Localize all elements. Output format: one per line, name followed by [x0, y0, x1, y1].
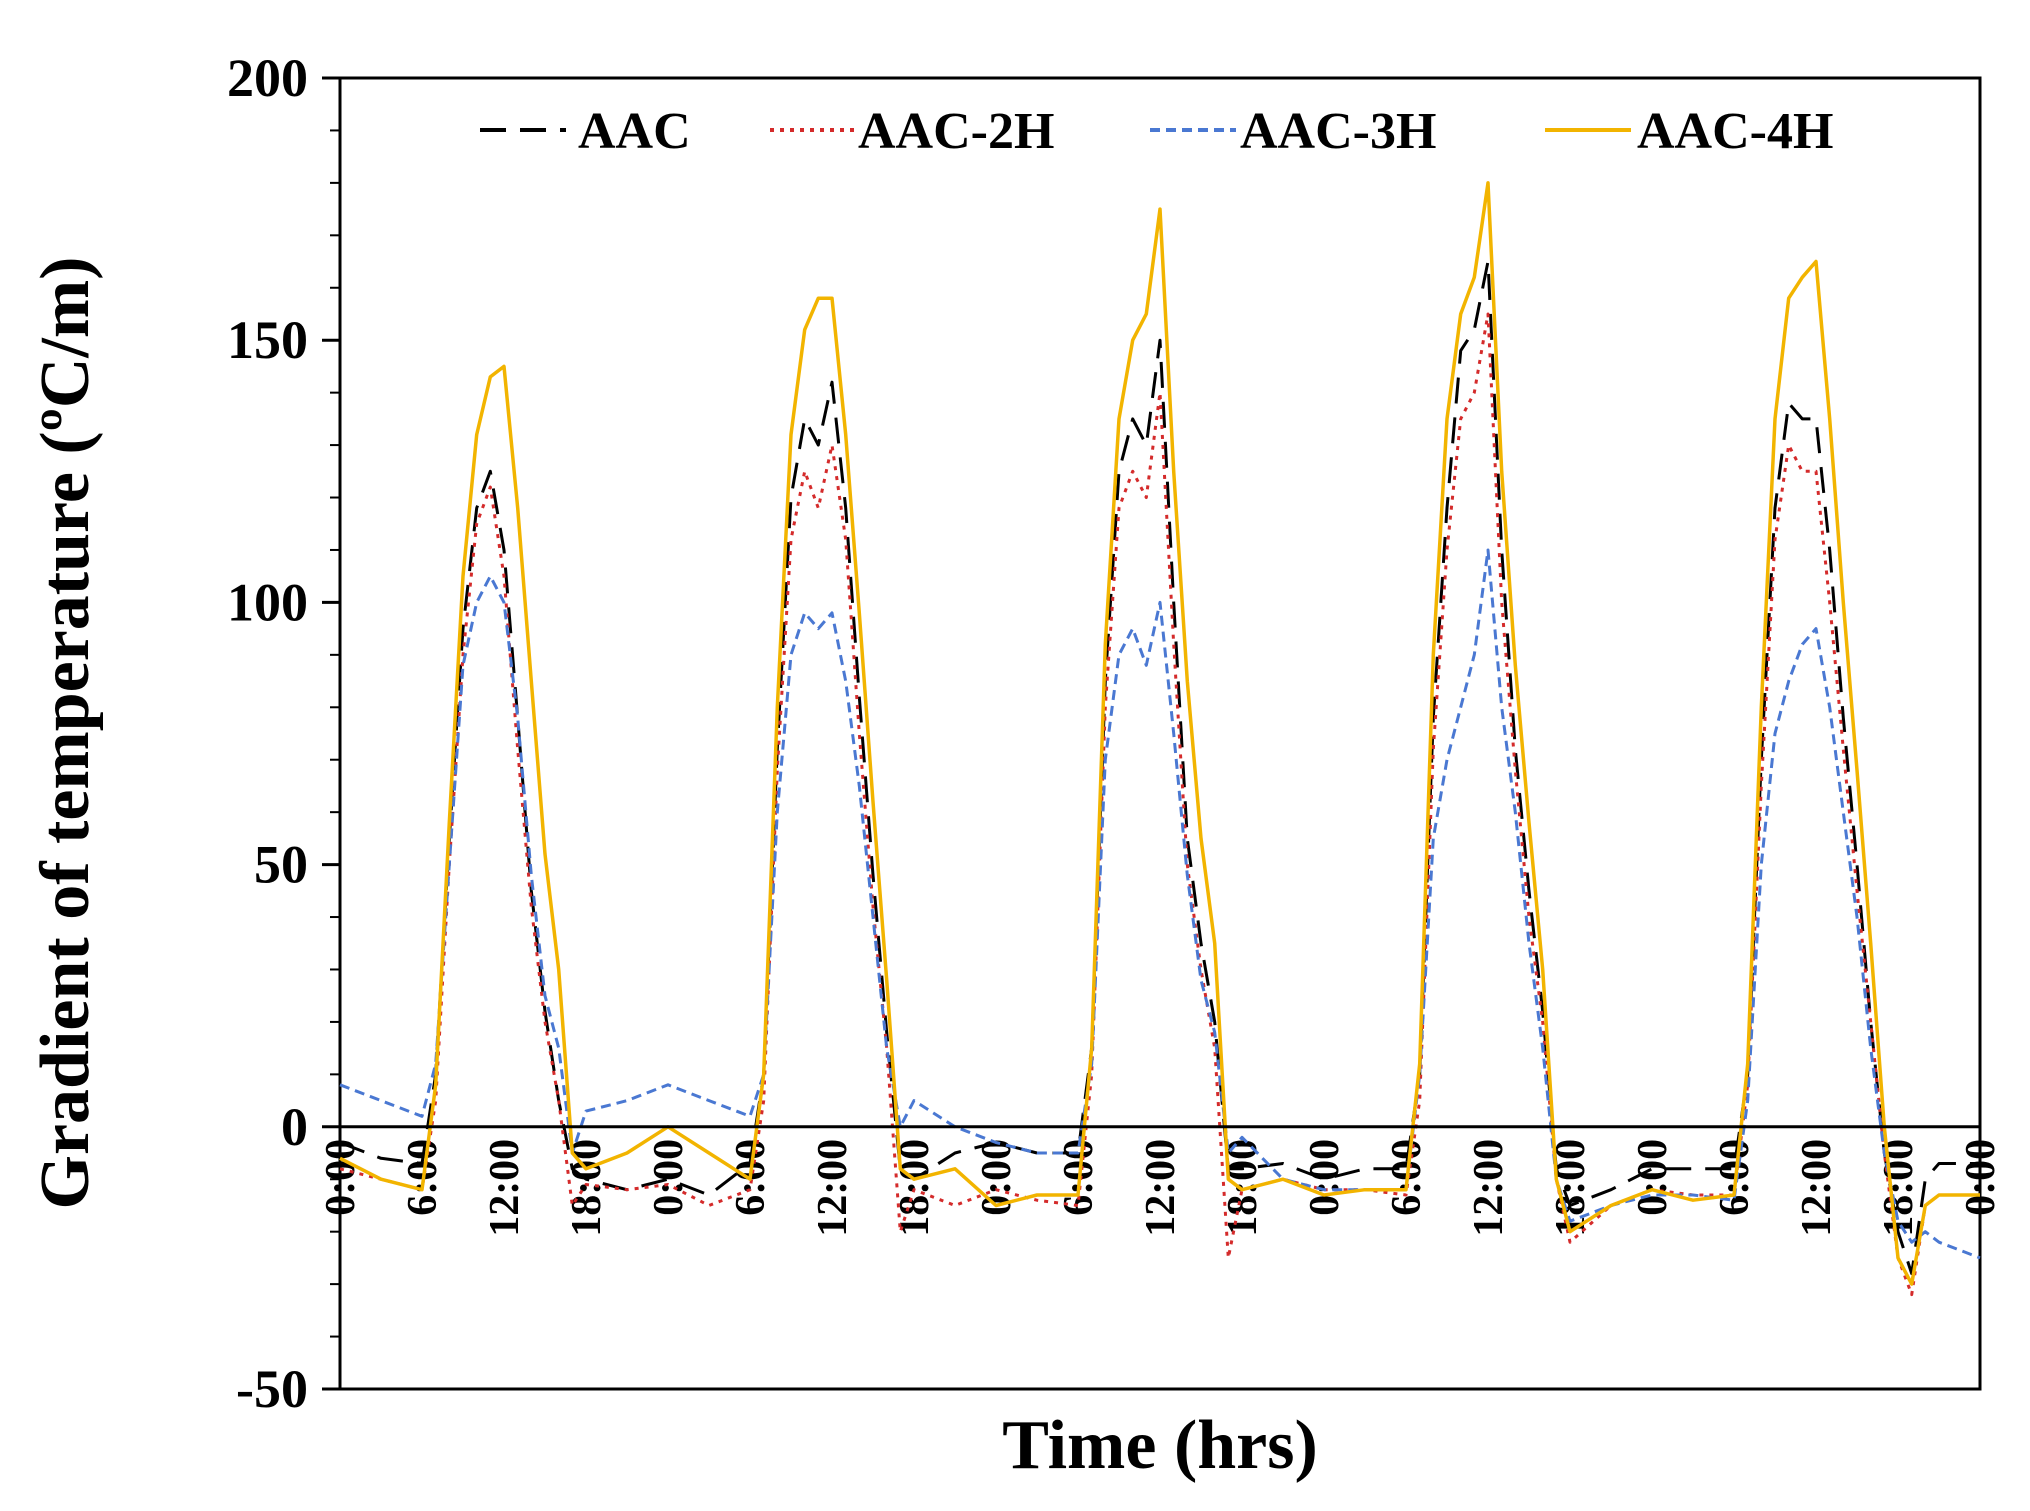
- x-tick-label: 0:00: [318, 1139, 364, 1216]
- series-line-aac: [339, 260, 1980, 1276]
- series-line-aac-4h: [339, 181, 1980, 1286]
- series-lines: [339, 181, 1981, 1297]
- legend: AAC AAC-2H AAC-3H AAC-4H: [480, 103, 1833, 160]
- y-tick-label: -50: [236, 1359, 308, 1419]
- y-tick-label: 50: [254, 835, 308, 895]
- x-tick-label: 12:00: [1466, 1139, 1512, 1237]
- x-tick-label: 12:00: [482, 1139, 528, 1237]
- y-axis-title: Gradient of temperature (ºC/m): [27, 257, 104, 1210]
- y-tick-label: 100: [227, 572, 308, 632]
- legend-label-aac-4h: AAC-4H: [1637, 103, 1833, 160]
- legend-label-aac-2h: AAC-2H: [858, 103, 1054, 160]
- series-line-aac-2h: [339, 312, 1980, 1297]
- series-line-aac-3h: [339, 548, 1981, 1260]
- y-tick-label: 0: [281, 1097, 308, 1157]
- y-tick-label: 200: [227, 48, 308, 108]
- x-axis-ticks: 0:00 6:00 12:00 18:00 0:00 6:00 12:00 18:00 0:00…: [318, 1139, 2004, 1237]
- plot-area: [338, 76, 1982, 1391]
- x-tick-label: 12:00: [1794, 1139, 1840, 1237]
- legend-label-aac: AAC: [578, 103, 691, 160]
- x-tick-label: 0:00: [1958, 1139, 2004, 1216]
- y-tick-label: 150: [227, 310, 308, 370]
- x-tick-label: 18:00: [564, 1139, 610, 1237]
- legend-label-aac-3h: AAC-3H: [1240, 103, 1436, 160]
- x-tick-label: 12:00: [1138, 1139, 1184, 1237]
- x-axis-title: Time (hrs): [1002, 1407, 1318, 1484]
- x-tick-label: 12:00: [810, 1139, 856, 1237]
- y-axis-ticks: -50 0 50 100 150 200: [227, 48, 340, 1419]
- x-tick-label: 0:00: [1302, 1139, 1348, 1216]
- x-tick-label: 0:00: [646, 1139, 692, 1216]
